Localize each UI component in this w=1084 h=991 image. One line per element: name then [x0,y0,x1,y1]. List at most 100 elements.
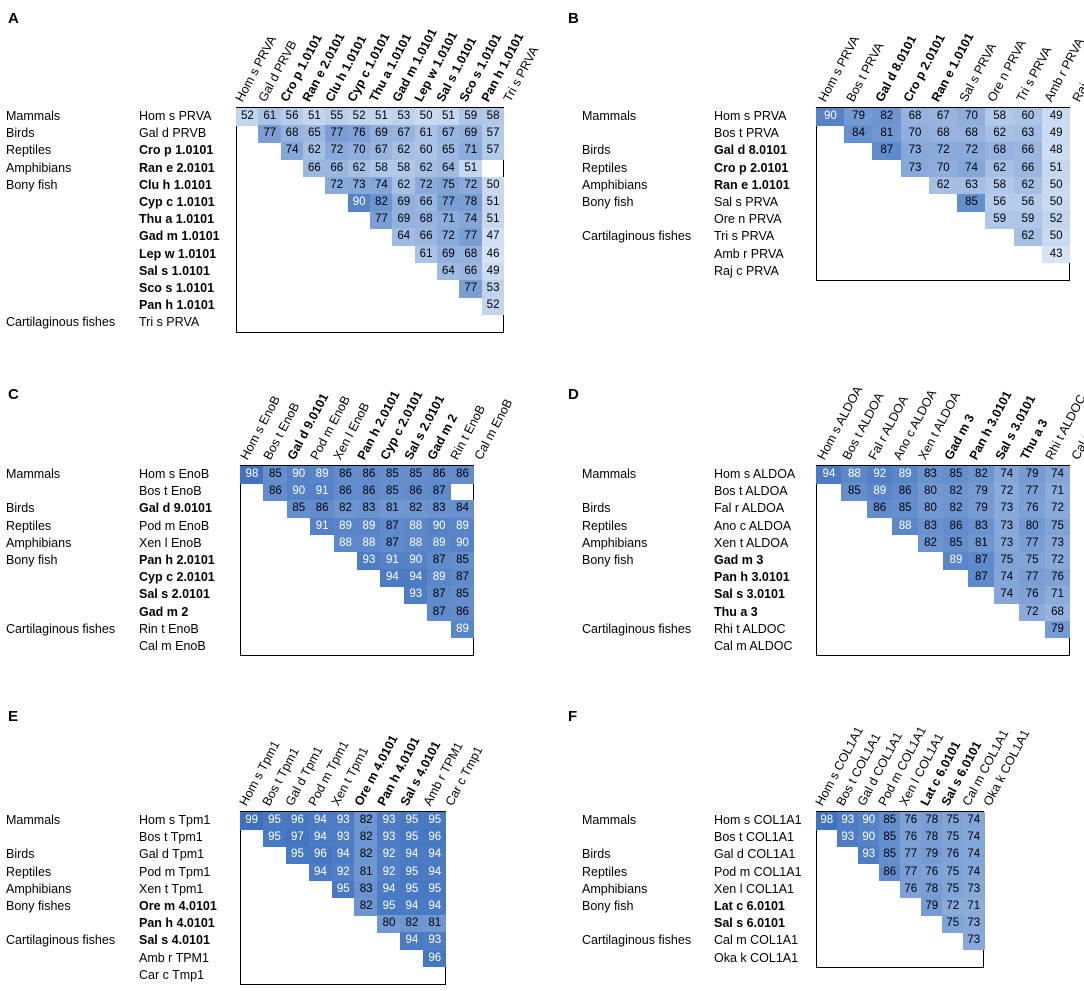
group-label: Mammals [6,109,61,123]
matrix-cell: 56 [280,108,304,126]
matrix-cell: 78 [459,194,483,212]
group-label: Cartilaginous fishes [6,315,116,330]
matrix-cell: 86 [866,500,893,519]
matrix-cell: 75 [1044,517,1071,536]
matrix-cell: 87 [427,586,452,605]
matrix-cell: 85 [879,846,901,865]
group-label: Mammals [6,467,61,481]
row-label: Gal d PRVB [139,126,207,141]
row-label: Fal r ALDOA [714,501,785,516]
matrix-cell: 82 [370,194,393,212]
row-label: Bos t PRVA [714,126,779,141]
matrix-cell: 74 [963,863,985,882]
matrix-cell: 79 [968,483,995,501]
row-label: Pod m EnoB [139,518,210,533]
row-label: Cro p 1.0101 [139,143,214,158]
matrix-cell: 91 [310,483,335,501]
row-label: Cal m COL1A1 [714,933,799,948]
row-label: Pan h 1.0101 [139,298,215,313]
group-label: Cartilaginous fishes [6,933,116,948]
group-label: Cartilaginous fishes [582,229,692,244]
matrix-cell: 76 [1019,586,1046,605]
matrix-cell: 77 [258,125,282,143]
matrix-cell: 76 [900,812,922,830]
matrix-cell: 59 [1013,211,1043,229]
matrix-cell: 84 [450,500,475,519]
matrix-cell: 85 [403,466,428,484]
matrix-cell: 72 [942,898,964,916]
matrix-cell: 92 [331,863,355,882]
matrix-cell: 72 [1019,603,1046,622]
matrix-cell: 51 [459,159,483,178]
matrix-cell: 87 [450,569,475,587]
matrix-cell: 94 [423,898,447,916]
matrix-cell: 86 [879,863,901,882]
matrix-cell: 87 [872,142,902,161]
matrix-cell: 84 [844,125,873,143]
matrix-cell: 88 [333,534,358,553]
row-label: Sal s PRVA [714,195,779,209]
matrix-cell: 92 [377,846,401,865]
panel-letter: B [568,10,579,27]
matrix-cell: 68 [280,125,304,143]
matrix-cell: 72 [414,176,438,195]
matrix-cell: 80 [917,483,944,501]
matrix-cell: 51 [370,108,393,126]
matrix-cell: 82 [354,846,378,865]
matrix-cell: 73 [900,159,930,178]
matrix-cell: 93 [357,552,381,570]
row-label: Amb r PRVA [714,246,784,261]
row-label: Thu a 1.0101 [139,212,215,227]
matrix-cell: 53 [392,108,416,126]
matrix-cell: 66 [414,194,438,212]
matrix-cell: 52 [481,297,505,315]
matrix-cell: 78 [921,829,943,847]
matrix-cell: 82 [968,466,995,484]
matrix-cell: 51 [1041,159,1071,178]
matrix-cell: 73 [1044,534,1071,553]
matrix-cell: 89 [450,517,475,536]
matrix-cell: 58 [392,159,416,178]
matrix-cell: 62 [303,142,326,161]
matrix-cell: 74 [963,812,985,830]
matrix-cell: 59 [985,211,1015,229]
matrix-cell: 93 [837,812,859,830]
matrix-cell: 95 [400,880,424,899]
matrix-cell: 62 [414,159,438,178]
matrix-cell: 92 [866,466,893,484]
matrix-cell: 93 [858,846,880,865]
matrix-cell: 75 [993,552,1020,570]
matrix-cell: 72 [993,483,1020,501]
matrix-cell: 88 [892,517,919,536]
matrix-cell: 75 [942,829,964,847]
matrix-cell: 77 [900,863,922,882]
matrix-cell: 90 [816,108,845,126]
group-label: Bony fish [582,899,634,913]
matrix-cell: 57 [481,142,505,161]
row-label: Ran e 1.0101 [714,177,790,192]
row-label: Pod m COL1A1 [714,864,802,879]
panel-letter: A [8,10,19,27]
matrix-cell: 79 [921,846,943,865]
matrix-cell: 77 [1019,534,1046,553]
row-label: Tri s PRVA [139,315,200,330]
matrix-cell: 58 [481,108,505,126]
matrix-cell: 94 [380,569,405,587]
matrix-cell: 56 [1013,194,1043,212]
matrix-cell: 74 [993,466,1020,484]
row-label: Xen l COL1A1 [714,881,794,896]
matrix-cell: 95 [400,863,424,882]
matrix-cell: 82 [354,898,378,916]
group-label: Bony fish [6,177,58,192]
matrix-cell: 71 [1044,483,1071,501]
matrix-cell: 55 [325,108,349,126]
row-label: Gal d 8.0101 [714,143,787,158]
matrix-cell: 94 [308,829,333,847]
row-label: Sal s 6.0101 [714,916,785,931]
matrix-cell: 87 [968,569,995,587]
matrix-cell: 85 [450,552,475,570]
matrix-cell: 86 [450,603,475,622]
matrix-cell: 86 [357,466,381,484]
row-label: Lat c 6.0101 [714,899,785,913]
matrix-cell: 82 [872,108,902,126]
